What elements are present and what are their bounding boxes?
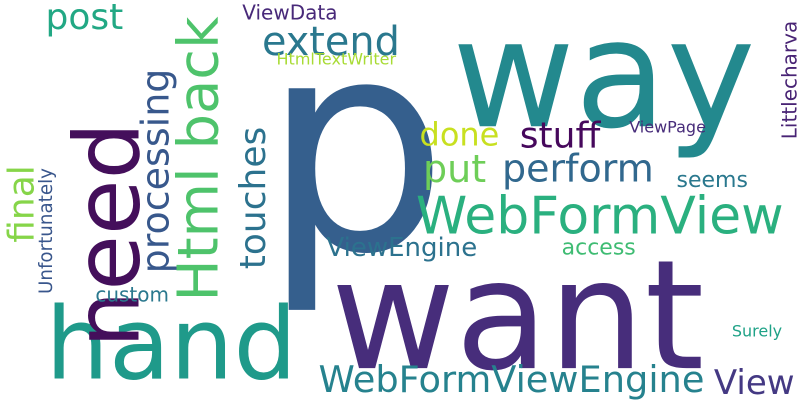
word-unfortunately: Unfortunately	[35, 167, 58, 295]
word-viewdata: ViewData	[242, 1, 338, 26]
word-webformviewengine: WebFormViewEngine	[318, 358, 704, 400]
word-done: done	[419, 116, 499, 155]
word-processing: processing	[132, 68, 178, 274]
word-html-back: Html back	[165, 16, 231, 302]
word-extend: extend	[262, 18, 400, 66]
word-custom: custom	[95, 283, 169, 308]
word-final: final	[0, 165, 43, 243]
word-surely: Surely	[731, 322, 783, 342]
word-viewpage: ViewPage	[628, 118, 706, 138]
word-webformview: WebFormView	[415, 185, 784, 247]
word-access: access	[561, 233, 636, 261]
word-viewengine: ViewEngine	[326, 233, 478, 264]
word-littlecharva: Littlecharva	[777, 20, 800, 140]
word-htmltextwriter: HtmlTextWriter	[276, 50, 396, 70]
word-stuff: stuff	[519, 114, 601, 158]
word-perform: perform	[502, 146, 654, 192]
word-post: post	[45, 0, 123, 39]
word-p: p	[262, 0, 449, 318]
word-way: way	[452, 0, 756, 163]
word-want: want	[330, 227, 704, 400]
word-put: put	[422, 146, 486, 192]
word-touches: touches	[232, 126, 275, 270]
word-view: View	[713, 362, 795, 400]
word-seems: seems	[676, 167, 748, 194]
word-hand: hand	[45, 286, 297, 400]
